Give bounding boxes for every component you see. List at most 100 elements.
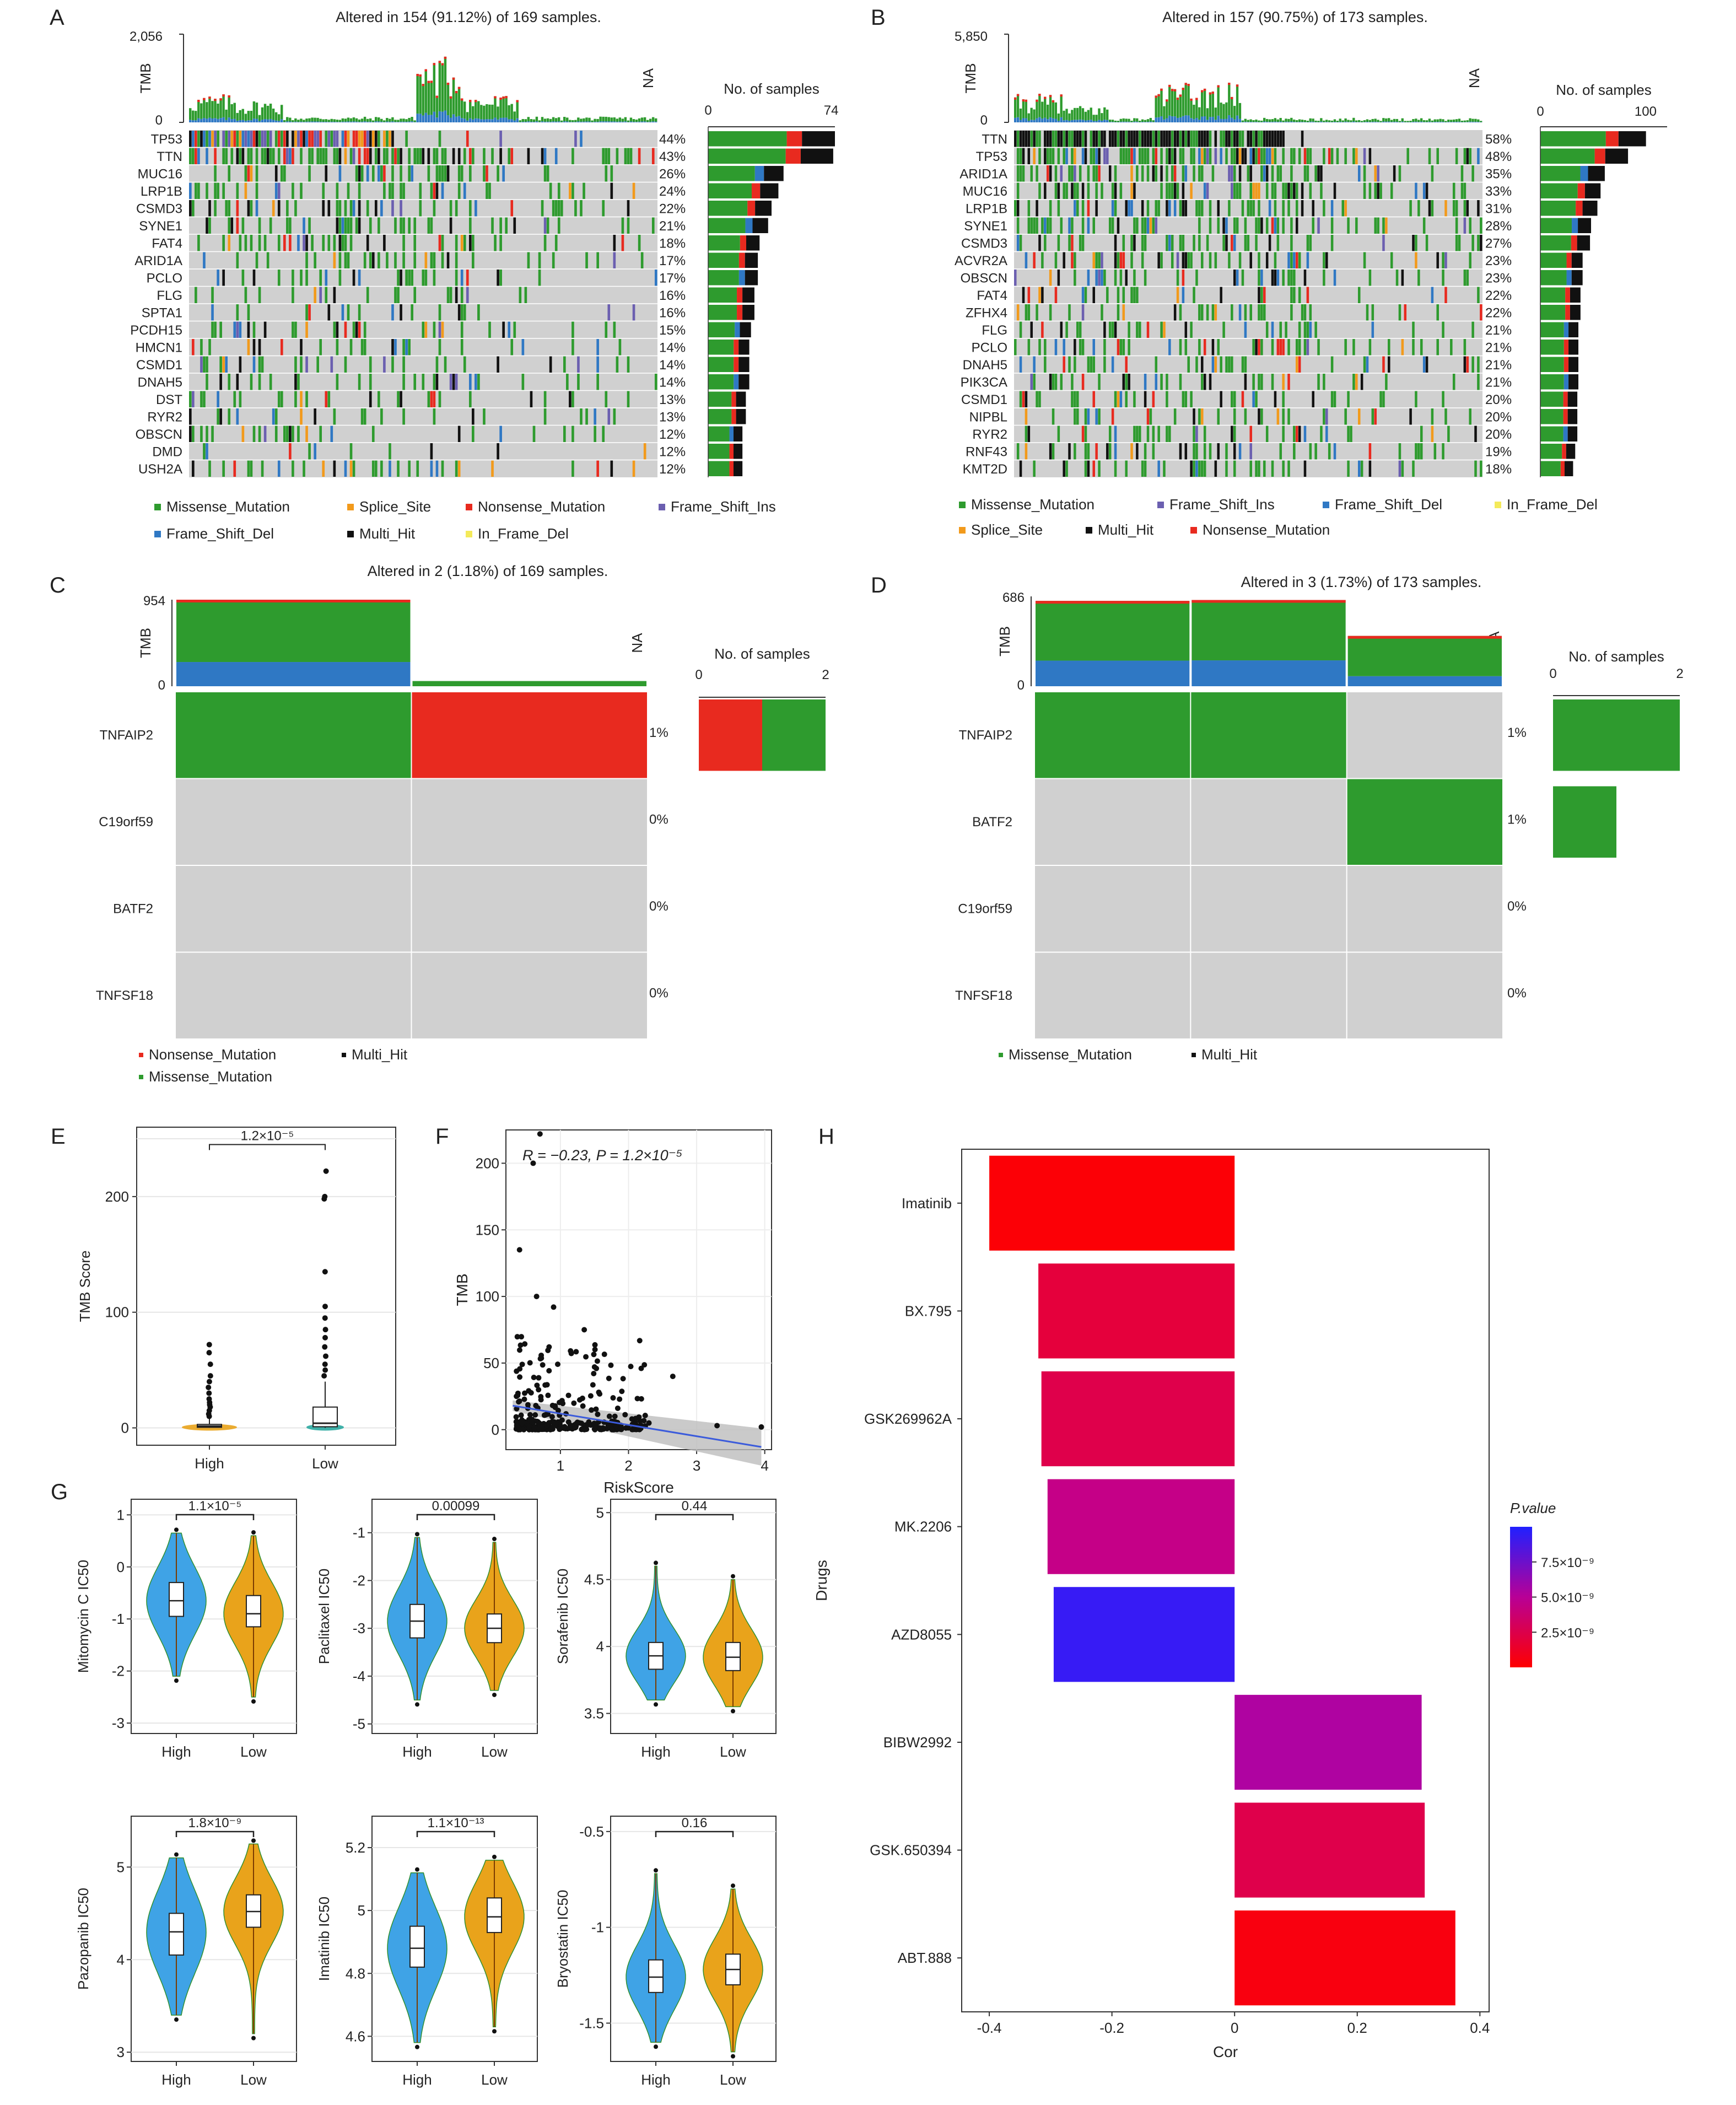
mutation-cell <box>1195 356 1198 373</box>
tmb-bar-segment <box>1255 119 1258 122</box>
mutation-cell <box>1255 131 1258 147</box>
mutation-cell <box>1282 374 1285 390</box>
mutation-cell <box>1249 131 1252 147</box>
mutation-cell <box>1087 200 1090 217</box>
mutation-cell <box>363 131 366 147</box>
mutation-cell <box>1036 165 1038 182</box>
mutation-cell <box>563 356 566 373</box>
gene-percent: 15% <box>659 323 686 338</box>
mutation-cell <box>1068 165 1071 182</box>
mutation-cell <box>1068 304 1071 321</box>
tmb-bar-segment <box>1350 120 1352 122</box>
mutation-cell <box>1444 287 1447 303</box>
mutation-cell <box>457 148 461 164</box>
mutation-cell <box>1128 339 1130 356</box>
scatter-point <box>635 1426 641 1433</box>
mutation-cell <box>397 270 400 286</box>
mutation-cell <box>475 374 477 390</box>
mutation-cell <box>412 779 647 865</box>
mutation-cell <box>1130 443 1133 460</box>
x-tick-label: High <box>641 2071 670 2088</box>
gene-percent: 12% <box>659 445 686 460</box>
mutation-cell <box>244 165 247 182</box>
tmb-bar-segment <box>341 118 344 122</box>
mutation-cell <box>371 252 375 268</box>
mutation-cell <box>446 252 450 268</box>
count-bar-segment <box>1540 131 1606 147</box>
mutation-cell <box>371 426 375 442</box>
scatter-point <box>609 1426 615 1433</box>
mutation-cell <box>338 165 342 182</box>
mutation-cell <box>1166 426 1168 442</box>
mutation-cell <box>1065 131 1068 147</box>
tmb-bar-segment <box>435 95 439 98</box>
mutation-cell <box>1044 235 1047 251</box>
mutation-cell <box>569 391 572 407</box>
mutation-cell <box>230 217 234 234</box>
mutation-cell <box>1136 443 1139 460</box>
mutation-cell <box>1166 200 1168 217</box>
scatter-point <box>591 1370 597 1376</box>
x-tick-label: High <box>402 1743 432 1760</box>
scatter-point <box>559 1417 565 1423</box>
y-axis-label: TMB <box>454 1273 471 1306</box>
tmb-bar-segment <box>1444 121 1447 122</box>
gene-percent: 21% <box>659 219 686 234</box>
mutation-cell <box>1260 287 1263 303</box>
tmb-bar-segment <box>585 117 588 122</box>
mutation-cell <box>1114 460 1117 477</box>
mutation-cell <box>546 217 549 234</box>
tmb-bar-segment <box>1211 116 1214 122</box>
mutation-cell <box>1480 460 1482 477</box>
mutation-cell <box>1409 200 1412 217</box>
x-tick-label: Low <box>481 1743 508 1760</box>
tmb-bar-segment <box>557 117 560 122</box>
mutation-cell <box>433 321 436 338</box>
mutation-cell <box>1298 287 1301 303</box>
mutation-cell <box>433 148 436 164</box>
mutation-cell <box>1191 692 1346 778</box>
mutation-cell <box>247 165 250 182</box>
tmb-bar-segment <box>402 119 405 122</box>
mutation-cell <box>236 252 239 268</box>
tmb-bar-segment <box>363 121 366 122</box>
tmb-bar-segment <box>1173 89 1177 91</box>
mutation-cell <box>1249 460 1252 477</box>
plot-frame <box>505 1129 772 1450</box>
mutation-cell <box>1054 165 1058 182</box>
tmb-bar-segment <box>427 80 430 115</box>
tmb-bar-segment <box>651 117 655 122</box>
bar <box>1053 1587 1235 1682</box>
tmb-bar-segment <box>613 117 616 122</box>
gene-label: PCLO <box>147 271 182 286</box>
mutation-cell <box>1347 866 1502 952</box>
mutation-cell <box>1146 148 1150 164</box>
mutation-cell <box>1368 339 1372 356</box>
mutation-cell <box>391 304 394 321</box>
mutation-cell <box>322 148 325 164</box>
tmb-bar-segment <box>1306 121 1309 122</box>
box-iqr <box>246 1595 261 1628</box>
tmb-bar-segment <box>452 77 455 80</box>
count-bar-segment <box>1567 409 1578 424</box>
gene-percent: 35% <box>1485 167 1512 182</box>
mutation-cell <box>266 252 269 268</box>
mutation-cell <box>1130 148 1133 164</box>
tmb-bar-segment <box>480 119 483 122</box>
mutation-cell <box>455 374 458 390</box>
tmb-bar-segment <box>1128 119 1130 122</box>
mutation-cell <box>1114 426 1117 442</box>
tmb-bar-segment <box>449 117 452 122</box>
outlier-point <box>322 1327 328 1333</box>
mutation-cell <box>1027 304 1031 321</box>
mutation-cell <box>577 374 580 390</box>
mutation-cell <box>613 408 616 425</box>
mutation-cell <box>266 148 269 164</box>
tmb-bar-segment <box>543 119 547 122</box>
outlier-point <box>322 1367 328 1373</box>
mutation-cell <box>1035 779 1190 865</box>
tmb-bar-segment <box>1019 120 1022 122</box>
count-bar-segment <box>1540 252 1567 268</box>
mutation-cell <box>1320 165 1323 182</box>
mutation-cell <box>1233 165 1236 182</box>
